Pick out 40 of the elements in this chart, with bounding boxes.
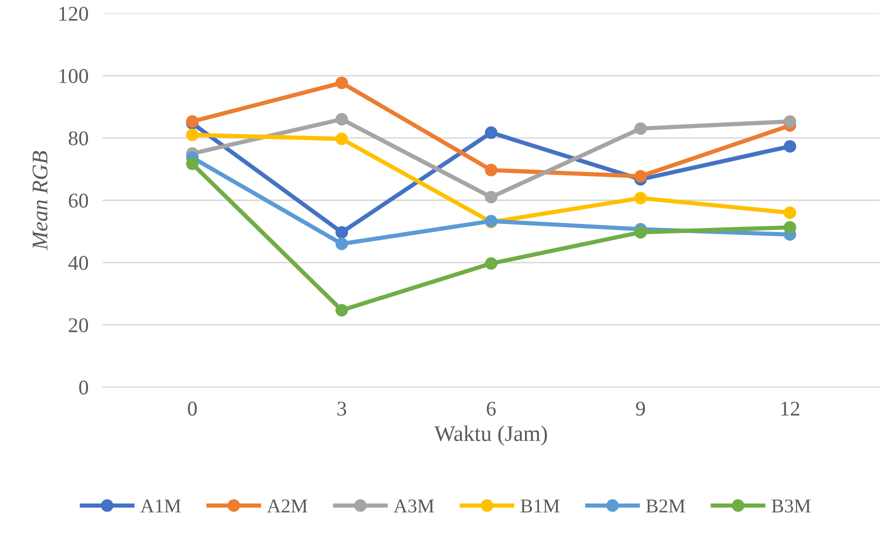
point (634, 170, 647, 183)
y-tick-label: 100 (59, 69, 88, 84)
point (784, 115, 796, 128)
x-tick-label: 12 (781, 402, 800, 416)
legend-label: A1M (140, 500, 181, 512)
point (335, 304, 348, 316)
y-tick-label: 60 (68, 194, 88, 208)
point (186, 158, 199, 170)
point (784, 140, 796, 153)
x-tick-label: 9 (636, 402, 645, 416)
x-axis-title: Waktu (Jam) (434, 425, 547, 446)
point (634, 226, 647, 239)
point (335, 76, 348, 90)
point (484, 257, 498, 270)
point (186, 128, 199, 142)
y-axis-title: Mean RGB (32, 151, 48, 250)
y-tick-label: 120 (59, 6, 88, 21)
legend-label: B1M (520, 500, 560, 512)
point (484, 126, 498, 139)
point (335, 238, 348, 250)
y-tick-label: 80 (68, 131, 88, 146)
point (335, 132, 348, 146)
point (634, 122, 647, 135)
point (484, 164, 498, 176)
legend-label: A2M (267, 499, 308, 512)
x-tick-label: 3 (338, 402, 346, 416)
y-tick-label: 40 (68, 256, 88, 270)
x-tick-label: 6 (486, 402, 496, 416)
point (634, 192, 647, 204)
legend-label: B3M (772, 499, 811, 513)
legend-label: A3M (394, 499, 434, 513)
point (484, 190, 498, 204)
y-tick-label: 0 (79, 380, 88, 395)
x-tick-label: 0 (188, 402, 197, 416)
point (335, 113, 348, 126)
y-tick-label: 20 (68, 318, 88, 332)
point (335, 226, 348, 239)
legend-label: B2M (646, 499, 685, 512)
point (784, 221, 796, 234)
point (784, 206, 796, 219)
